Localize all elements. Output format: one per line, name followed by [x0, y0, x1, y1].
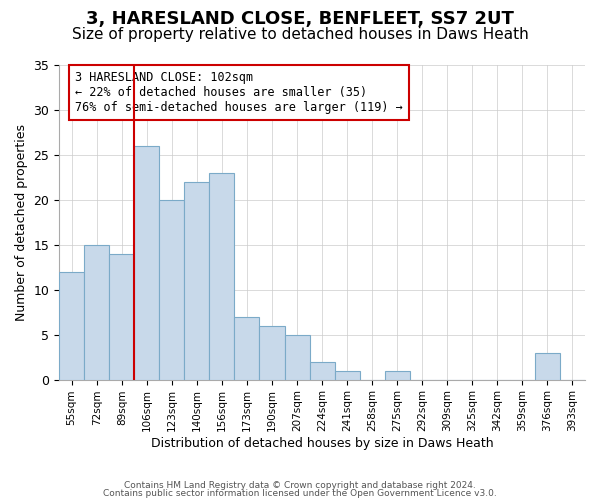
Bar — [109, 254, 134, 380]
Bar — [259, 326, 284, 380]
Bar — [284, 334, 310, 380]
Bar — [535, 352, 560, 380]
Text: 3, HARESLAND CLOSE, BENFLEET, SS7 2UT: 3, HARESLAND CLOSE, BENFLEET, SS7 2UT — [86, 10, 514, 28]
Bar — [84, 245, 109, 380]
Bar — [209, 173, 235, 380]
Bar — [160, 200, 184, 380]
Bar — [184, 182, 209, 380]
X-axis label: Distribution of detached houses by size in Daws Heath: Distribution of detached houses by size … — [151, 437, 493, 450]
Bar — [335, 370, 359, 380]
Bar — [385, 370, 410, 380]
Text: Contains HM Land Registry data © Crown copyright and database right 2024.: Contains HM Land Registry data © Crown c… — [124, 481, 476, 490]
Bar — [59, 272, 84, 380]
Bar — [235, 316, 259, 380]
Bar — [134, 146, 160, 380]
Text: 3 HARESLAND CLOSE: 102sqm
← 22% of detached houses are smaller (35)
76% of semi-: 3 HARESLAND CLOSE: 102sqm ← 22% of detac… — [75, 72, 403, 114]
Text: Contains public sector information licensed under the Open Government Licence v3: Contains public sector information licen… — [103, 488, 497, 498]
Bar — [310, 362, 335, 380]
Text: Size of property relative to detached houses in Daws Heath: Size of property relative to detached ho… — [71, 28, 529, 42]
Y-axis label: Number of detached properties: Number of detached properties — [15, 124, 28, 321]
